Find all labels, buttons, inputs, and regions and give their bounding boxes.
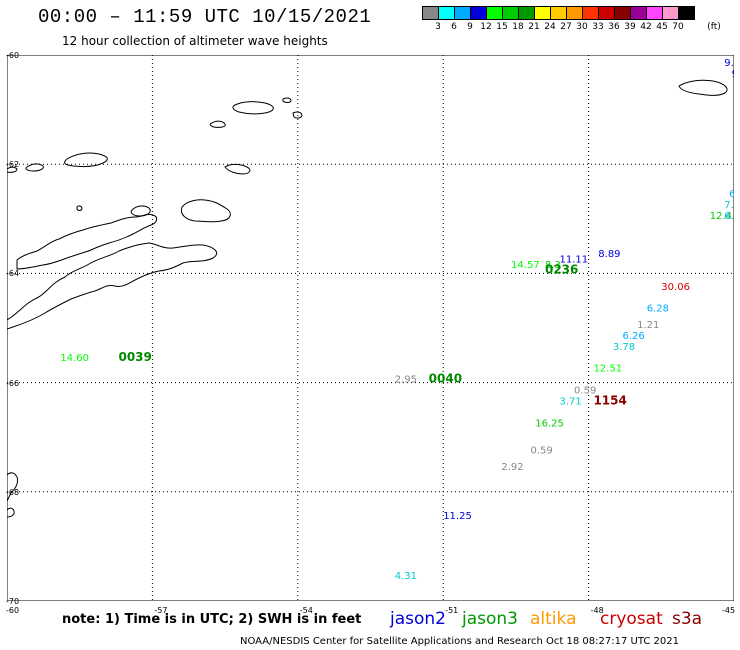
scale-swatch (598, 6, 615, 20)
wave-height-label: 11.11 (560, 254, 589, 265)
scale-label: 33 (592, 22, 604, 32)
latitude-label: -68 (6, 487, 20, 497)
scale-swatch (486, 6, 503, 20)
scale-swatch (518, 6, 535, 20)
scale-swatch (422, 6, 439, 20)
wave-height-label: 6 (729, 189, 734, 200)
color-scale (422, 6, 695, 20)
scale-swatch (630, 6, 647, 20)
wave-height-label: 0.59 (530, 446, 552, 457)
scale-unit: (ft) (707, 22, 721, 32)
wave-height-label: 9.2 (724, 58, 734, 69)
wave-height-label: 6.26 (623, 331, 645, 342)
scale-swatch (454, 6, 471, 20)
time-label: 1154 (593, 393, 626, 407)
scale-label: 18 (512, 22, 524, 32)
latitude-label: -60 (6, 51, 20, 60)
coastline (7, 79, 728, 518)
scale-label: 21 (528, 22, 540, 32)
wave-height-label: 8.3 (545, 260, 561, 271)
scale-label: 70 (672, 22, 684, 32)
scale-swatch (614, 6, 631, 20)
latitude-label: -66 (6, 378, 20, 388)
wave-height-label: 7.7 (724, 200, 734, 211)
scale-label: 24 (544, 22, 556, 32)
time-label: 0039 (118, 350, 151, 364)
longitude-label: -54 (299, 606, 313, 615)
wave-height-label: 9 (732, 69, 734, 80)
scale-label: 6 (451, 22, 457, 32)
scale-swatch (534, 6, 551, 20)
wave-height-label: 1.21 (637, 320, 659, 331)
map-canvas: 8.899.2967.712.46.28.8911.118.314.5730.0… (7, 55, 734, 601)
wave-height-label: 16.25 (535, 418, 564, 429)
scale-swatch (550, 6, 567, 20)
latitude-label: -70 (6, 597, 20, 606)
wave-height-label: 6.2 (724, 211, 734, 222)
satellite-jason3: jason3 (462, 609, 518, 629)
wave-height-label: 6.28 (647, 304, 669, 315)
satellite-s3a: s3a (672, 609, 703, 629)
longitude-label: -57 (154, 606, 168, 615)
scale-swatch (646, 6, 663, 20)
time-label: 0040 (429, 372, 462, 386)
scale-swatch (678, 6, 695, 20)
longitude-label: -60 (6, 606, 20, 615)
wave-height-label: 14.60 (60, 353, 89, 364)
wave-height-label: 11.25 (443, 511, 472, 522)
longitude-label: -51 (445, 606, 459, 615)
latitude-label: -62 (6, 160, 20, 170)
scale-swatch (566, 6, 583, 20)
footer-note: note: 1) Time is in UTC; 2) SWH is in fe… (62, 612, 362, 627)
scale-label: 15 (496, 22, 508, 32)
wave-height-label: 2.95 (395, 375, 417, 386)
satellite-jason2: jason2 (390, 609, 446, 629)
wave-height-label: 3.71 (560, 396, 582, 407)
wave-height-label: 14.57 (511, 260, 540, 271)
longitude-label: -48 (590, 606, 604, 615)
scale-swatch (582, 6, 599, 20)
scale-label: 3 (435, 22, 441, 32)
satellite-altika: altika (530, 609, 577, 629)
scale-label: 39 (624, 22, 636, 32)
scale-swatch (662, 6, 679, 20)
page-title: 00:00 – 11:59 UTC 10/15/2021 (38, 6, 372, 28)
wave-height-label: 0.59 (574, 386, 596, 397)
scale-label: 9 (467, 22, 473, 32)
scale-label: 12 (480, 22, 492, 32)
longitude-label: -45 (722, 606, 736, 615)
wave-height-label: 2.92 (501, 462, 523, 473)
scale-label: 30 (576, 22, 588, 32)
wave-height-label: 4.31 (395, 571, 417, 582)
page-subtitle: 12 hour collection of altimeter wave hei… (62, 34, 328, 48)
wave-height-label: 3.78 (613, 342, 635, 353)
time-label: 0236 (545, 262, 578, 276)
scale-label: 36 (608, 22, 620, 32)
scale-label: 45 (656, 22, 668, 32)
scale-label: 27 (560, 22, 572, 32)
scale-label: 42 (640, 22, 652, 32)
footer-credit: NOAA/NESDIS Center for Satellite Applica… (240, 636, 679, 647)
wave-height-label: 12.4 (710, 211, 732, 222)
wave-height-label: 8.89 (719, 55, 734, 58)
scale-swatch (438, 6, 455, 20)
latitude-label: -64 (6, 269, 20, 279)
scale-swatch (502, 6, 519, 20)
satellite-cryosat: cryosat (600, 609, 663, 629)
wave-height-label: 30.06 (661, 282, 690, 293)
scale-swatch (470, 6, 487, 20)
wave-height-label: 12.51 (593, 364, 622, 375)
wave-height-label: 8.89 (598, 249, 620, 260)
